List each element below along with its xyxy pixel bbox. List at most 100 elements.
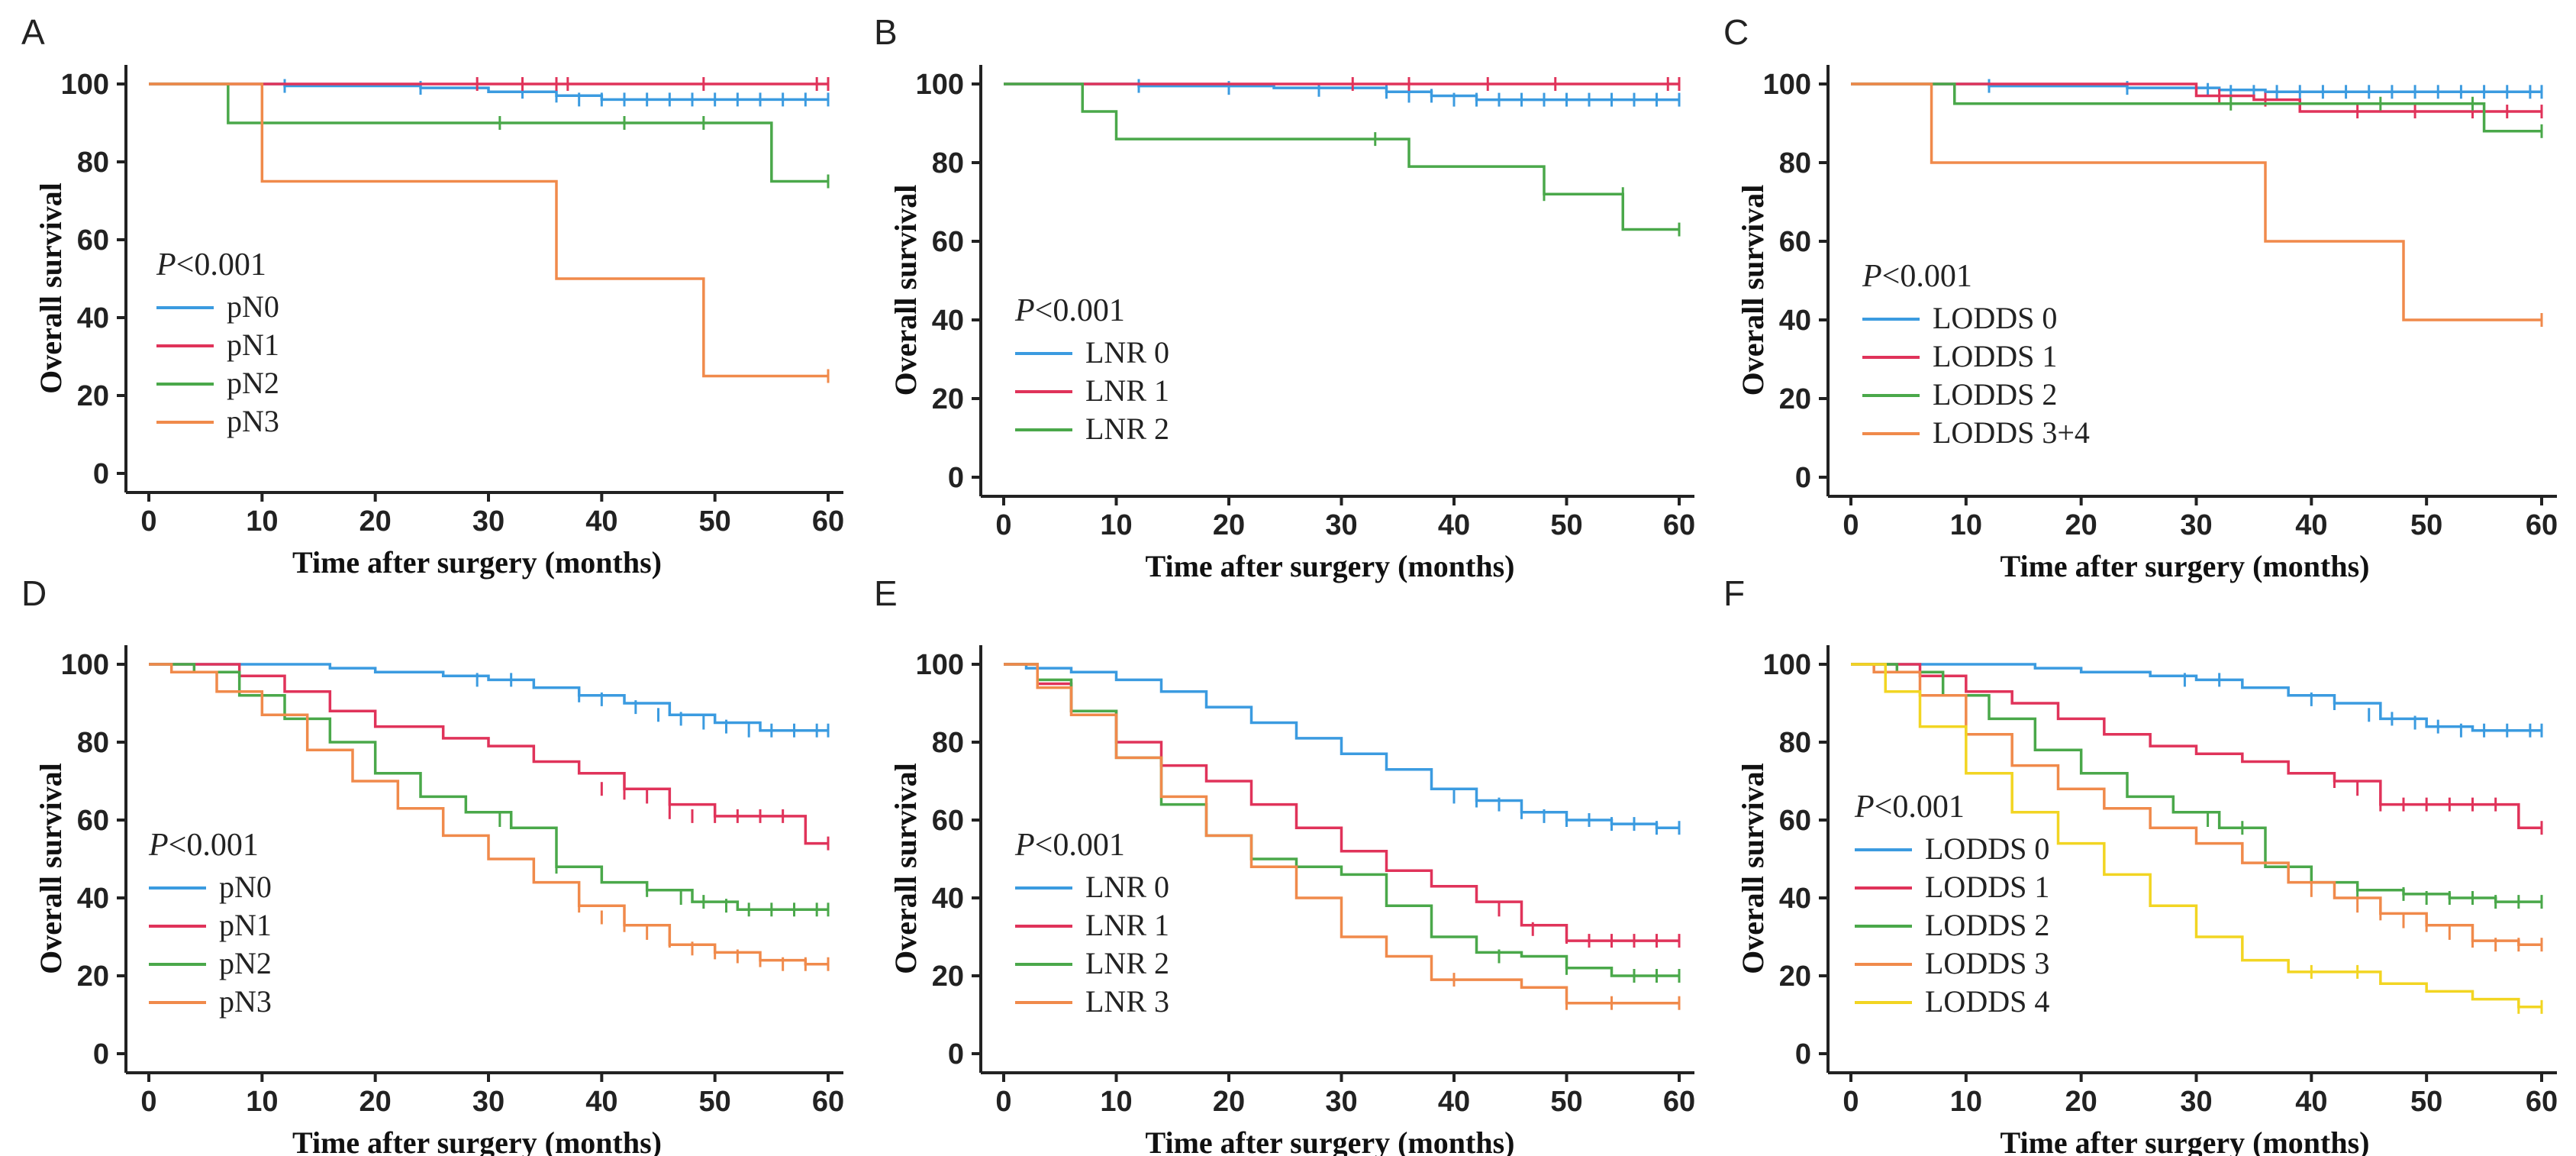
legend-label: pN0 <box>227 289 279 324</box>
x-tick-label: 20 <box>2065 509 2097 541</box>
y-tick-label: 100 <box>1763 69 1811 101</box>
x-tick-label: 10 <box>246 505 278 538</box>
panel-b: B 0 20 40 60 80 100 0 10 20 30 40 50 60 Time after sur… <box>874 12 1695 583</box>
y-tick-label: 0 <box>1795 1038 1811 1070</box>
y-tick-label: 20 <box>77 961 109 993</box>
x-axis-title: Time after surgery (months) <box>2001 549 2370 583</box>
km-curve-pn0 <box>149 663 828 732</box>
legend-label: LODDS 4 <box>1925 984 2049 1019</box>
x-tick-label: 50 <box>2410 509 2442 541</box>
y-axis-title: Overall survival <box>34 182 68 394</box>
x-tick-label: 20 <box>2065 1086 2097 1118</box>
km-curve-lnr-3 <box>1004 663 1679 1005</box>
x-tick-label: 60 <box>812 505 844 538</box>
x-tick-label: 0 <box>1843 509 1859 541</box>
y-tick-label: 40 <box>932 305 964 337</box>
y-tick-label: 40 <box>1779 305 1811 337</box>
p-value: P<0.001 <box>1862 259 1972 294</box>
x-axis-title: Time after surgery (months) <box>292 1125 662 1156</box>
p-value: P<0.001 <box>156 247 266 283</box>
panel-a: A 0 20 40 60 80 100 0 10 20 30 40 50 60 Time after sur… <box>21 12 844 580</box>
legend-label: LODDS 1 <box>1925 870 2049 904</box>
x-tick-label: 30 <box>472 1086 505 1118</box>
x-tick-label: 40 <box>585 505 617 538</box>
x-tick-label: 10 <box>1100 1086 1132 1118</box>
legend-label: LNR 1 <box>1085 373 1169 408</box>
km-curve-pn0 <box>149 82 828 102</box>
km-curve-lnr-0 <box>1004 82 1679 102</box>
y-tick-label: 60 <box>77 224 109 257</box>
y-tick-label: 100 <box>1763 649 1811 681</box>
y-tick-label: 20 <box>1779 383 1811 415</box>
x-tick-label: 40 <box>2295 509 2327 541</box>
legend-label: LNR 1 <box>1085 908 1169 942</box>
km-curve-lodds-2 <box>1851 663 2542 903</box>
y-tick-label: 20 <box>932 383 964 415</box>
y-tick-label: 40 <box>1779 883 1811 915</box>
y-tick-label: 80 <box>932 147 964 179</box>
x-tick-label: 20 <box>359 1086 392 1118</box>
x-tick-label: 0 <box>995 509 1011 541</box>
x-tick-label: 10 <box>246 1086 278 1118</box>
y-tick-label: 0 <box>93 458 109 490</box>
y-tick-label: 20 <box>77 380 109 412</box>
x-tick-label: 60 <box>812 1086 844 1118</box>
x-tick-label: 20 <box>1213 509 1245 541</box>
km-curve-lodds-1 <box>1851 82 2542 113</box>
legend-label: LNR 2 <box>1085 412 1169 446</box>
y-tick-label: 80 <box>77 727 109 759</box>
y-tick-label: 60 <box>1779 226 1811 258</box>
y-tick-label: 80 <box>1779 147 1811 179</box>
legend-label: pN3 <box>219 984 272 1019</box>
y-axis-title: Overall survival <box>888 763 923 974</box>
y-tick-label: 0 <box>1795 462 1811 494</box>
y-tick-label: 0 <box>948 1038 964 1070</box>
panel-d: D 0 20 40 60 80 100 0 10 20 30 40 50 60 Time after sur… <box>21 573 844 1156</box>
x-tick-label: 50 <box>699 505 731 538</box>
y-tick-label: 100 <box>916 649 964 681</box>
y-tick-label: 60 <box>932 226 964 258</box>
x-tick-label: 10 <box>1100 509 1132 541</box>
panel-letter-c: C <box>1723 12 1749 52</box>
panel-letter-e: E <box>874 573 898 613</box>
km-curve-pn2 <box>149 663 828 912</box>
y-tick-label: 80 <box>932 727 964 759</box>
legend-label: LODDS 0 <box>1933 301 2057 335</box>
y-tick-label: 20 <box>932 961 964 993</box>
legend-label: pN1 <box>227 328 279 362</box>
panel-c: C 0 20 40 60 80 100 0 10 20 30 40 50 60 Time after sur… <box>1723 12 2558 583</box>
y-tick-label: 80 <box>1779 727 1811 759</box>
legend-label: pN2 <box>219 946 272 980</box>
legend-label: LNR 3 <box>1085 984 1169 1019</box>
panel-letter-d: D <box>21 573 47 613</box>
x-tick-label: 30 <box>2180 509 2212 541</box>
x-tick-label: 20 <box>1213 1086 1245 1118</box>
y-tick-label: 100 <box>916 69 964 101</box>
y-tick-label: 60 <box>77 805 109 837</box>
x-tick-label: 60 <box>1663 509 1695 541</box>
x-tick-label: 50 <box>1550 1086 1582 1118</box>
y-tick-label: 0 <box>93 1038 109 1070</box>
y-tick-label: 40 <box>77 302 109 334</box>
x-tick-label: 30 <box>472 505 505 538</box>
x-axis-title: Time after surgery (months) <box>1146 549 1515 583</box>
y-axis-title: Overall survival <box>1736 185 1770 396</box>
legend-label: pN3 <box>227 404 279 438</box>
km-curve-lodds-0 <box>1851 663 2542 732</box>
x-tick-label: 60 <box>1663 1086 1695 1118</box>
legend-label: LODDS 2 <box>1933 377 2057 412</box>
x-tick-label: 0 <box>140 1086 156 1118</box>
km-curve-pn3 <box>149 82 828 378</box>
x-tick-label: 10 <box>1950 509 1982 541</box>
panel-letter-a: A <box>21 12 45 52</box>
y-tick-label: 100 <box>61 649 109 681</box>
x-axis-title: Time after surgery (months) <box>2001 1125 2370 1156</box>
y-tick-label: 100 <box>61 69 109 101</box>
y-axis-title: Overall survival <box>34 763 68 974</box>
km-curve-lodds-4 <box>1851 663 2542 1009</box>
y-tick-label: 80 <box>77 147 109 179</box>
x-tick-label: 60 <box>2526 1086 2558 1118</box>
y-tick-label: 40 <box>77 883 109 915</box>
x-tick-label: 50 <box>2410 1086 2442 1118</box>
